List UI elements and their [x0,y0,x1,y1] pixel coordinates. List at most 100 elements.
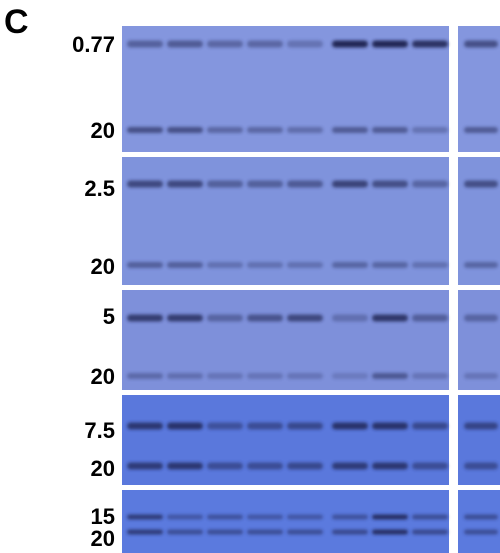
band [127,515,163,520]
band [167,127,203,133]
band [412,181,448,188]
size-label: 20 [91,526,115,551]
band [412,262,448,268]
band [207,515,243,520]
band [412,423,448,430]
band [127,463,163,470]
band [207,127,243,133]
size-label: 0.77 [72,32,115,57]
band [247,41,283,48]
band [207,262,243,268]
band [412,463,448,470]
band [464,181,498,188]
band [207,315,243,322]
size-label: 20 [91,254,115,279]
band [207,373,243,379]
band [127,127,163,133]
size-label: 20 [91,118,115,143]
band [332,373,368,379]
band [412,41,448,48]
band [127,423,163,430]
band [464,463,498,470]
blot [122,395,449,485]
band [372,463,408,470]
band [464,423,498,430]
band [207,181,243,188]
band [372,315,408,322]
band [464,127,498,133]
band [247,262,283,268]
band [372,181,408,188]
band [127,315,163,322]
size-label: 7.5 [84,418,115,443]
band [247,181,283,188]
band [464,41,498,48]
band [372,423,408,430]
band [332,530,368,535]
band [412,530,448,535]
band [412,127,448,133]
band [464,262,498,268]
band [372,515,408,520]
band [372,262,408,268]
band [287,41,323,48]
band [332,127,368,133]
size-label: 5 [103,304,115,329]
band [247,315,283,322]
band [167,463,203,470]
band [412,515,448,520]
band [464,315,498,322]
band [127,373,163,379]
band [372,530,408,535]
band [167,530,203,535]
band [287,181,323,188]
band [287,262,323,268]
band [167,181,203,188]
band [332,463,368,470]
band [372,373,408,379]
band [332,262,368,268]
band [167,41,203,48]
band [207,423,243,430]
band [464,515,498,520]
band [247,373,283,379]
blot-strip [458,490,500,553]
band [287,530,323,535]
band [247,463,283,470]
band [127,41,163,48]
band [412,315,448,322]
band [287,127,323,133]
band [167,423,203,430]
band [167,315,203,322]
panel-label: C [4,3,29,41]
band [287,315,323,322]
blot-strip [458,395,500,485]
blot [122,490,449,553]
band [332,315,368,322]
band [127,181,163,188]
band [287,515,323,520]
band [332,181,368,188]
band [287,373,323,379]
band [412,373,448,379]
band [464,530,498,535]
band [287,463,323,470]
band [247,127,283,133]
band [247,423,283,430]
band [247,530,283,535]
band [332,41,368,48]
band [372,41,408,48]
band [207,463,243,470]
size-label: 2.5 [84,176,115,201]
size-label: 20 [91,456,115,481]
band [127,530,163,535]
band [247,515,283,520]
band [372,127,408,133]
band [207,41,243,48]
band [332,515,368,520]
band [332,423,368,430]
band [287,423,323,430]
band [127,262,163,268]
size-label: 20 [91,364,115,389]
band [464,373,498,379]
